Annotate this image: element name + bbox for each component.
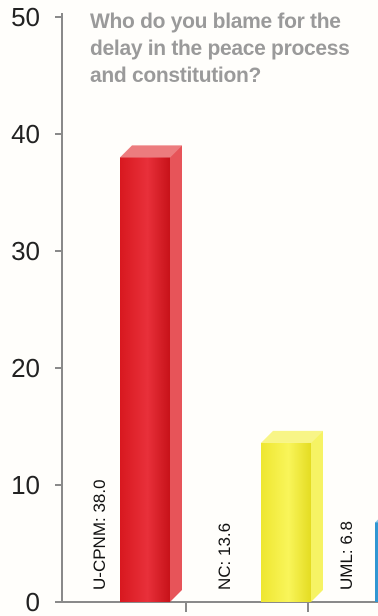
data-label: NC: 13.6 [215, 523, 234, 590]
y-tick-label: 30 [11, 236, 40, 266]
data-label: UML: 6.8 [337, 521, 356, 590]
bar-u-cpnm [120, 145, 182, 602]
y-tick-label: 50 [11, 2, 40, 32]
y-tick-label: 0 [26, 587, 40, 616]
y-tick-label: 20 [11, 353, 40, 383]
chart-title: Who do you blame for the delay in the pe… [90, 10, 350, 87]
y-tick-label: 10 [11, 470, 40, 500]
y-tick-label: 40 [11, 119, 40, 149]
data-label: U-CPNM: 38.0 [90, 479, 109, 590]
bar-uml [375, 519, 378, 602]
bar-nc [261, 430, 323, 602]
